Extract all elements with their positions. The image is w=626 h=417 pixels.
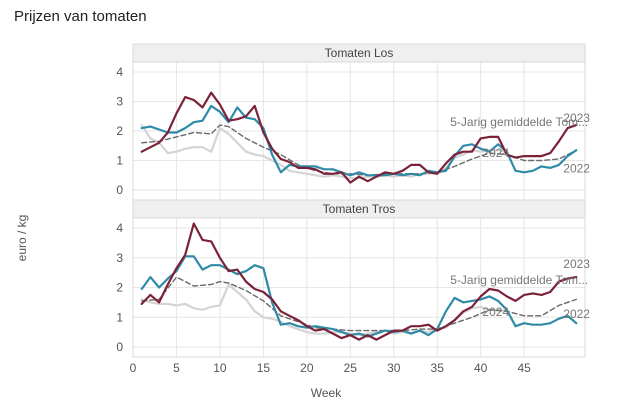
y-tick-label: 3 — [116, 95, 123, 109]
y-tick-label: 4 — [116, 221, 123, 235]
x-tick-label: 45 — [517, 361, 531, 375]
y-tick-label: 2 — [116, 124, 123, 138]
x-axis-label: Week — [310, 386, 342, 400]
y-tick-label: 0 — [116, 183, 123, 197]
series-line-y2024 — [140, 283, 508, 337]
series-label: 2024 — [482, 146, 509, 160]
x-tick-label: 5 — [173, 361, 180, 375]
x-tick-label: 10 — [213, 361, 227, 375]
y-tick-label: 0 — [116, 340, 123, 354]
series-line-avg — [141, 124, 577, 176]
y-tick-label: 4 — [116, 65, 123, 79]
x-tick-label: 20 — [300, 361, 314, 375]
series-label: 5-Jarig gemiddelde Tom... — [450, 273, 588, 287]
facet-title: Tomaten Tros — [323, 202, 396, 216]
series-label: 2022 — [563, 161, 590, 175]
y-tick-label: 3 — [116, 251, 123, 265]
series-label: 5-Jarig gemiddelde Tom... — [450, 115, 588, 129]
series-line-y2024 — [140, 124, 508, 180]
series-label: 2022 — [563, 307, 590, 321]
series-label: 2023 — [563, 257, 590, 271]
facet-title: Tomaten Los — [325, 46, 394, 60]
x-tick-label: 40 — [474, 361, 488, 375]
x-tick-label: 30 — [387, 361, 401, 375]
series-line-y2023 — [140, 91, 578, 184]
y-tick-label: 1 — [116, 310, 123, 324]
y-tick-label: 2 — [116, 281, 123, 295]
series-line-y2022 — [140, 255, 578, 338]
series-label: 2023 — [563, 111, 590, 125]
series-line-y2023 — [140, 222, 578, 341]
x-tick-label: 15 — [257, 361, 271, 375]
chart-title: Prijzen van tomaten — [14, 8, 147, 25]
plot-frame — [132, 217, 586, 358]
x-tick-label: 0 — [130, 361, 137, 375]
x-tick-label: 35 — [431, 361, 445, 375]
series-label: 2024 — [482, 305, 509, 319]
y-tick-label: 1 — [116, 154, 123, 168]
series-line-avg — [141, 276, 577, 332]
x-tick-label: 25 — [344, 361, 358, 375]
